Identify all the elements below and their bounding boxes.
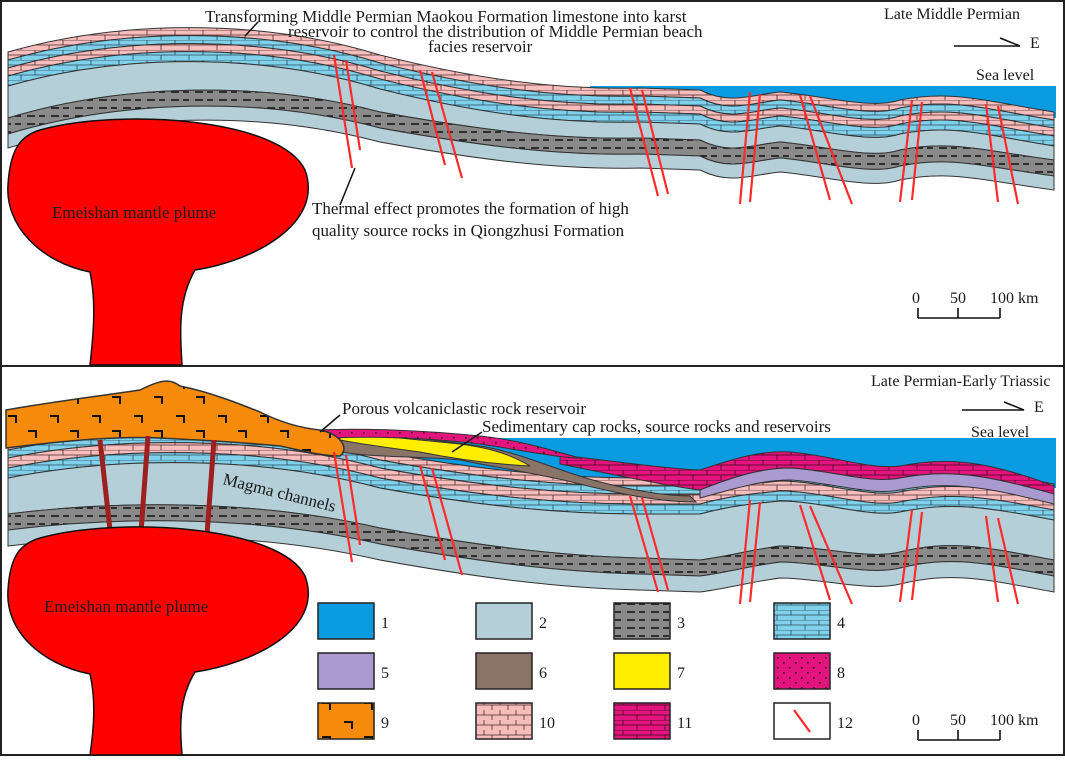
direction-label-top: E: [1030, 35, 1040, 52]
scale-bar-top: 0 50 100 km: [912, 290, 1039, 319]
thermal-note-line-2: quality source rocks in Qiongzhusi Forma…: [312, 221, 625, 240]
legend-item-1: 1: [317, 602, 389, 640]
svg-text:5: 5: [381, 665, 389, 682]
plume-label-bottom: Emeishan mantle plume: [44, 597, 208, 616]
fault-lines-bottom: [332, 451, 1020, 605]
karst-note-line-3: facies reservoir: [428, 37, 533, 56]
top-panel: Transforming Middle Permian Maokou Forma…: [7, 6, 1056, 366]
bottom-panel: Late Permian-Early Triassic E Sea level …: [5, 373, 1056, 756]
svg-text:2: 2: [539, 615, 547, 632]
legend: 1 2 3 4 5 6 7: [317, 602, 853, 740]
svg-text:11: 11: [677, 715, 692, 732]
svg-text:10: 10: [539, 715, 555, 732]
direction-label-bottom: E: [1034, 399, 1044, 416]
basalt-flow: [5, 380, 345, 457]
scale-bar-bottom: 0 50 100 km: [912, 712, 1039, 741]
legend-item-2: 2: [475, 602, 547, 640]
scale-0-top: 0: [912, 290, 920, 307]
karst-note-line-1: Transforming Middle Permian Maokou Forma…: [205, 7, 687, 26]
scale-50-top: 50: [950, 290, 966, 307]
fault-icon: [793, 709, 811, 733]
thermal-leader: [339, 167, 356, 206]
legend-item-7: 7: [613, 652, 685, 690]
svg-text:4: 4: [837, 615, 845, 632]
svg-text:9: 9: [381, 715, 389, 732]
svg-text:1: 1: [381, 615, 389, 632]
east-arrow-icon-bottom: [962, 401, 1025, 411]
sea-level-label-top: Sea level: [976, 67, 1035, 84]
legend-item-5: 5: [317, 652, 389, 690]
legend-item-10: 10: [475, 702, 555, 740]
scale-0-bottom: 0: [912, 712, 920, 729]
legend-item-12: 12: [773, 702, 853, 740]
sea-level-label-bottom: Sea level: [971, 424, 1030, 441]
sedimentary-leader: [451, 431, 483, 453]
mantle-plume-top: [7, 118, 309, 366]
yellow-reservoir-wedge: [339, 431, 531, 467]
mudstone-basal-layer: [7, 105, 1055, 191]
scale-100-top: 100 km: [990, 290, 1039, 307]
volcaniclastic-label: Porous volcaniclastic rock reservoir: [342, 399, 586, 418]
volcaniclastic-leader: [319, 414, 341, 433]
legend-item-3: 3: [613, 602, 685, 640]
legend-item-6: 6: [475, 652, 547, 690]
plume-label-top: Emeishan mantle plume: [52, 203, 216, 222]
mudstone-basal-layer-b: [7, 520, 1055, 593]
scale-50-bottom: 50: [950, 712, 966, 729]
svg-text:3: 3: [677, 615, 685, 632]
svg-text:7: 7: [677, 665, 685, 682]
sedimentary-label: Sedimentary cap rocks, source rocks and …: [482, 417, 831, 436]
direction-arrow-top: E: [954, 35, 1040, 52]
legend-item-9: 9: [317, 702, 389, 740]
direction-arrow-bottom: E: [962, 399, 1044, 416]
svg-text:8: 8: [837, 665, 845, 682]
scale-100-bottom: 100 km: [990, 712, 1039, 729]
mantle-plume-bottom: [7, 526, 309, 756]
east-arrow-icon: [954, 37, 1021, 47]
karst-leader: [244, 21, 259, 37]
period-label-bottom: Late Permian-Early Triassic: [871, 373, 1051, 390]
purple-layer: [699, 467, 1055, 505]
fault-lines-top: [332, 54, 1020, 205]
thermal-note-line-1: Thermal effect promotes the formation of…: [312, 199, 629, 218]
karst-note-line-2: reservoir to control the distribution of…: [288, 22, 703, 41]
period-label-top: Late Middle Permian: [884, 6, 1020, 23]
legend-item-8: 8: [773, 652, 845, 690]
legend-item-4: 4: [773, 602, 845, 640]
bottom-panel-frame: [0, 365, 1065, 756]
svg-text:6: 6: [539, 665, 547, 682]
legend-item-11: 11: [613, 702, 692, 740]
dotted-volcaniclastic-layer: [318, 428, 581, 459]
svg-text:12: 12: [837, 715, 853, 732]
